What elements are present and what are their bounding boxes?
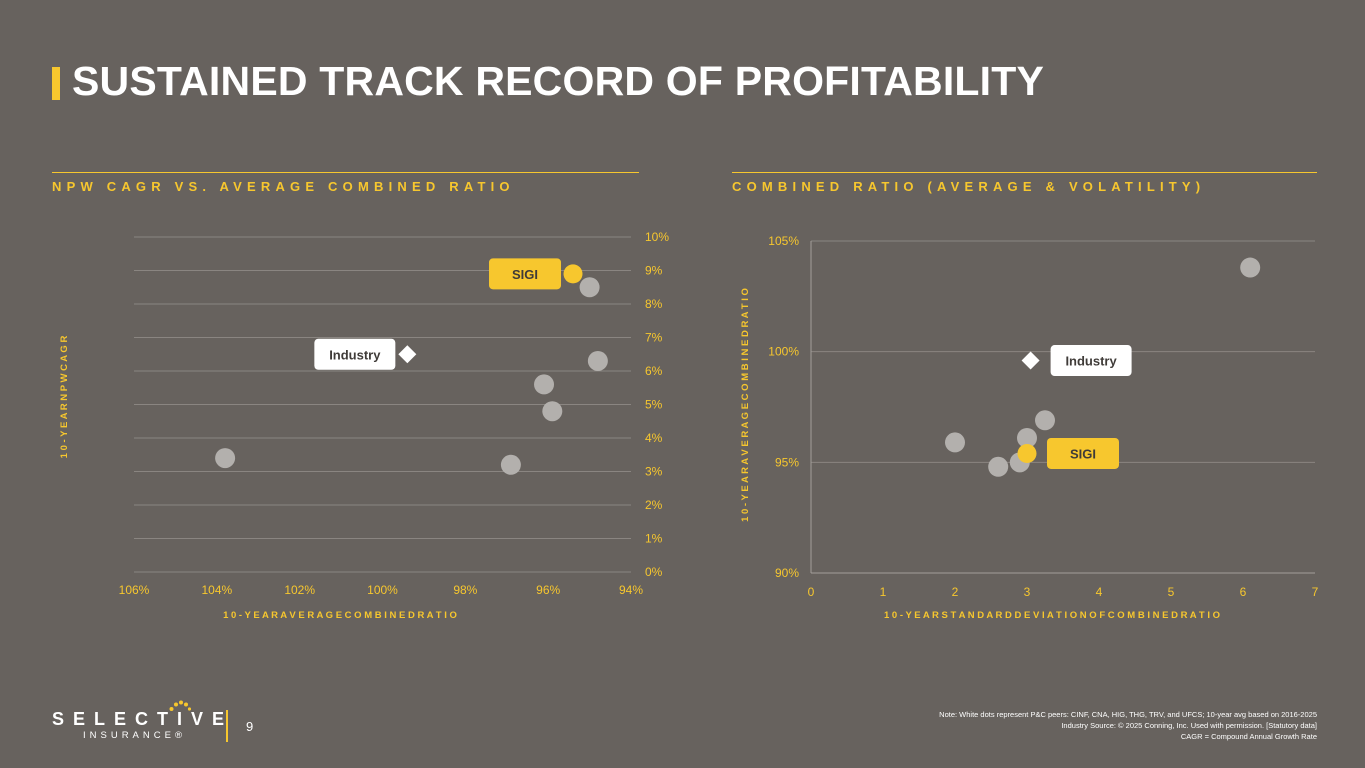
industry-label-box (314, 338, 396, 370)
footer-divider (226, 710, 228, 742)
x-tick-label: 100% (367, 583, 398, 597)
peer-data-point (1017, 427, 1037, 448)
x-tick-label: 5 (1168, 585, 1175, 599)
y-axis-title: 1 0 - Y E A R N P W C A G R (59, 336, 70, 459)
industry-data-point (1021, 351, 1040, 370)
industry-data-point (398, 345, 417, 364)
x-tick-label: 98% (453, 583, 477, 597)
y-tick-label: 1% (645, 532, 663, 546)
x-tick-label: 2 (952, 585, 959, 599)
y-tick-label: 5% (645, 398, 663, 412)
y-tick-label: 9% (645, 264, 663, 278)
footnote-line: Industry Source: © 2025 Conning, Inc. Us… (1061, 721, 1317, 730)
y-tick-label: 0% (645, 565, 663, 579)
sigi-label: SIGI (1070, 446, 1096, 461)
chart-right-title: COMBINED RATIO (AVERAGE & VOLATILITY) (732, 172, 1317, 205)
sigi-label: SIGI (512, 267, 538, 282)
x-tick-label: 94% (619, 583, 643, 597)
sigi-label-box (1047, 437, 1119, 469)
peer-data-point (579, 277, 600, 298)
peer-data-point (988, 456, 1009, 477)
y-tick-label: 7% (645, 331, 663, 345)
footnote-line: CAGR = Compound Annual Growth Rate (1180, 732, 1317, 741)
footnote: Note: White dots represent P&C peers: CI… (939, 709, 1317, 742)
peer-data-point (542, 401, 563, 422)
y-tick-label: 105% (768, 234, 799, 248)
x-tick-label: 102% (284, 583, 315, 597)
x-tick-label: 0 (808, 585, 815, 599)
x-tick-label: 3 (1024, 585, 1031, 599)
y-axis-title: 1 0 - Y E A R A V E R A G E C O M B I N … (740, 288, 751, 522)
y-tick-label: 2% (645, 498, 663, 512)
y-tick-label: 10% (645, 230, 669, 244)
x-tick-label: 104% (201, 583, 232, 597)
peer-data-point (587, 350, 608, 371)
peer-data-point (1035, 410, 1055, 431)
industry-label-box (1050, 345, 1132, 377)
y-tick-label: 90% (775, 566, 799, 580)
x-tick-label: 96% (536, 583, 560, 597)
sigi-data-point (563, 264, 583, 284)
page-title: SUSTAINED TRACK RECORD OF PROFITABILITY (72, 58, 1045, 104)
x-tick-label: 1 (880, 585, 887, 599)
selective-logo: SELECTIVE INSURANCE® (52, 700, 224, 745)
logo-wordmark: SELECTIVE (52, 709, 234, 729)
x-tick-label: 7 (1312, 585, 1319, 599)
footnote-line: Note: White dots represent P&C peers: CI… (939, 710, 1317, 719)
x-tick-label: 6 (1240, 585, 1247, 599)
sigi-label-box (489, 258, 562, 290)
chart-left-title: NPW CAGR VS. AVERAGE COMBINED RATIO (52, 172, 639, 205)
y-tick-label: 4% (645, 431, 663, 445)
industry-label: Industry (329, 347, 381, 362)
peer-data-point (500, 454, 521, 475)
logo-subtext: INSURANCE® (83, 730, 186, 741)
peer-data-point (534, 374, 555, 395)
y-tick-label: 100% (768, 345, 799, 359)
logo-dots-icon (169, 700, 191, 711)
y-tick-label: 3% (645, 465, 663, 479)
page-number: 9 (246, 719, 254, 734)
peer-data-point (215, 448, 236, 469)
x-tick-label: 106% (119, 583, 150, 597)
x-axis-title: 1 0 - Y E A R S T A N D A R D D E V I A … (884, 610, 1220, 621)
title-accent-bar (52, 67, 60, 100)
peer-data-point (1240, 257, 1261, 278)
x-tick-label: 4 (1096, 585, 1103, 599)
y-tick-label: 95% (775, 455, 799, 469)
x-axis-title: 1 0 - Y E A R A V E R A G E C O M B I N … (223, 610, 457, 621)
sigi-data-point (1017, 443, 1037, 463)
peer-data-point (945, 432, 965, 453)
y-tick-label: 6% (645, 364, 663, 378)
y-tick-label: 8% (645, 297, 663, 311)
industry-label: Industry (1065, 354, 1117, 369)
